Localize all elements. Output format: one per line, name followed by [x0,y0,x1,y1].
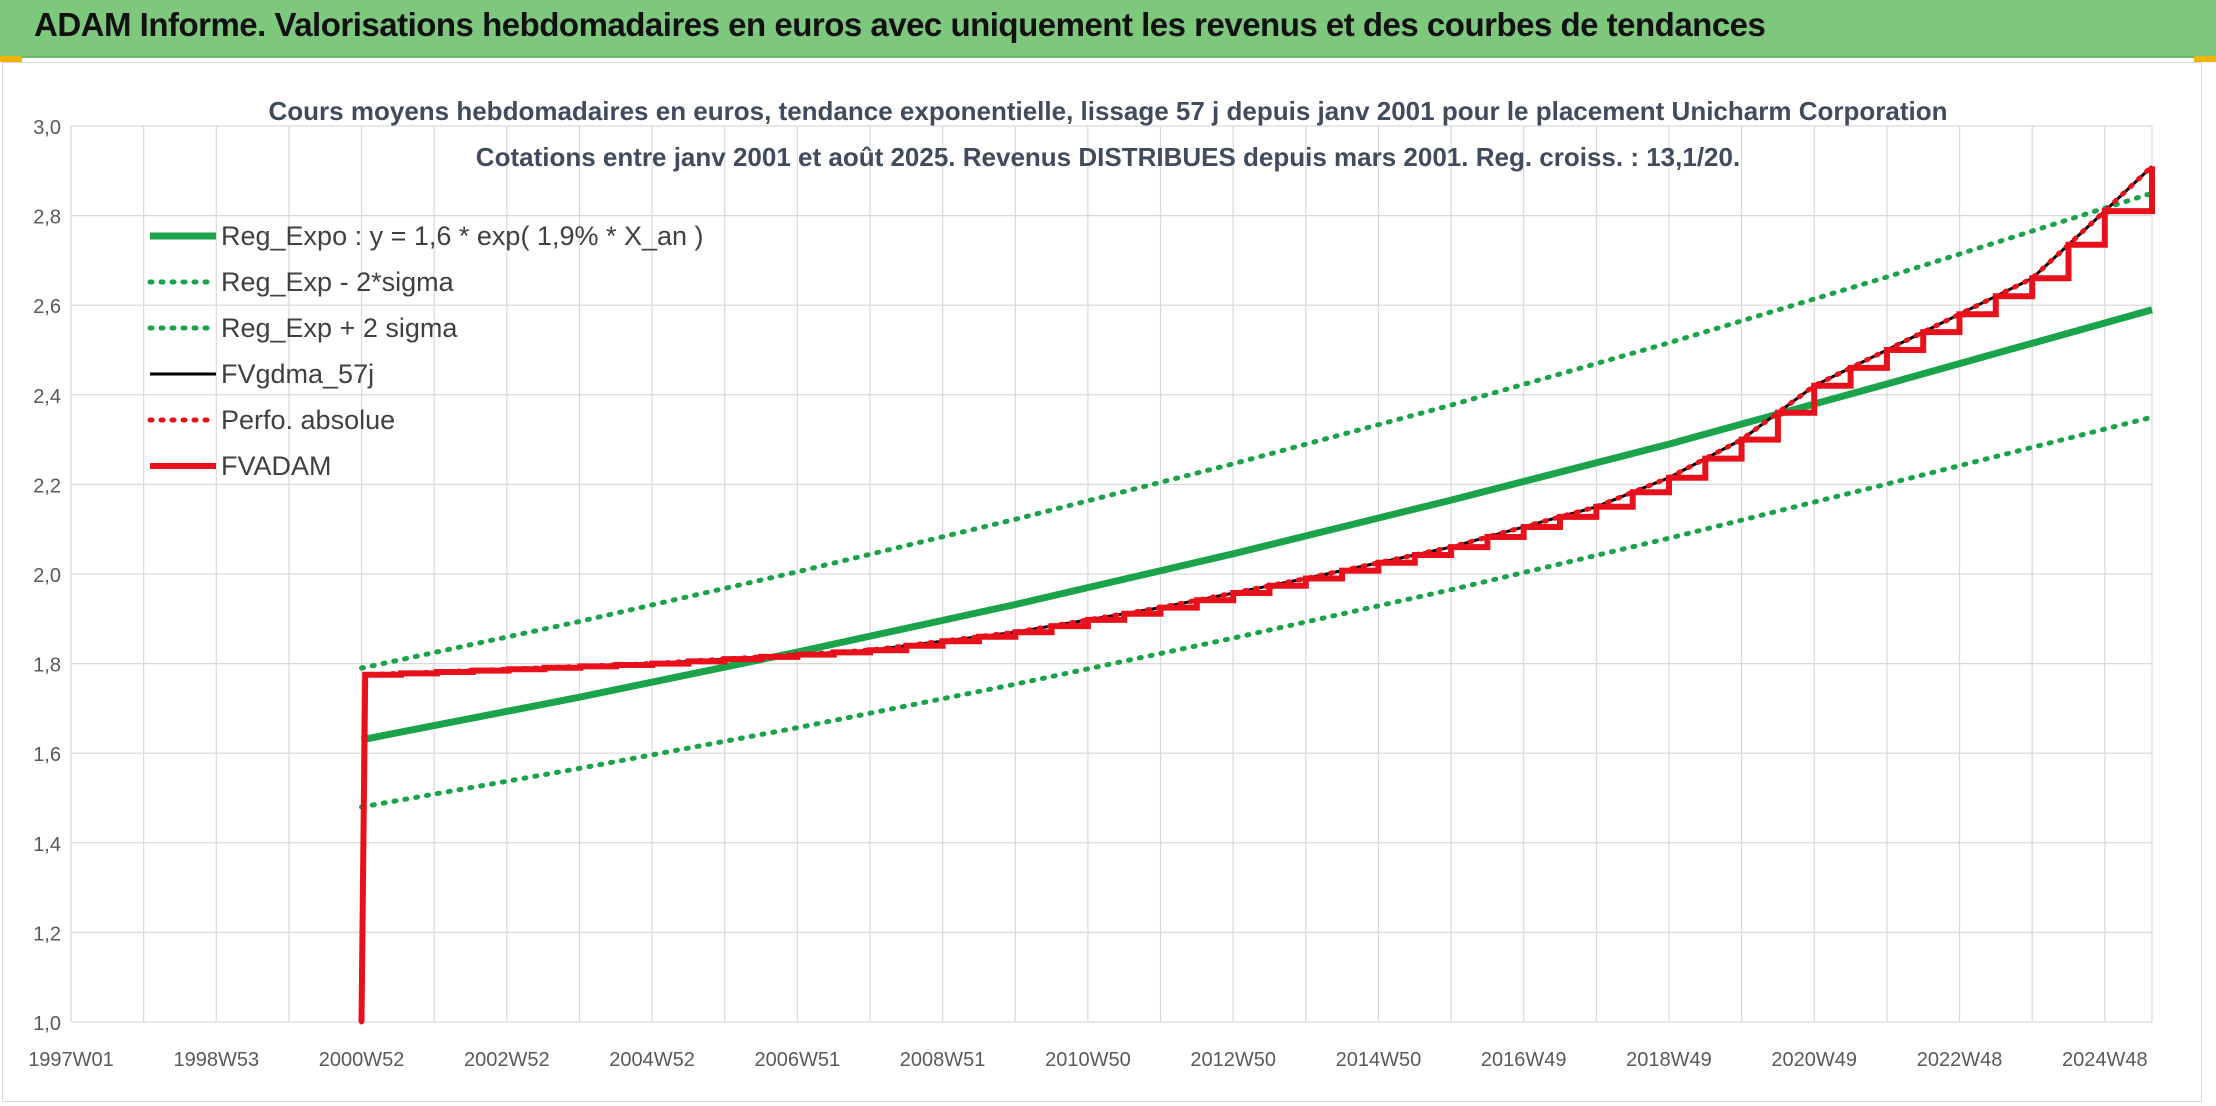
series-line [360,306,2153,744]
legend-label: Reg_Expo : y = 1,6 * exp( 1,9% * X_an ) [221,221,704,251]
chart-title: Cours moyens hebdomadaires en euros, ten… [269,96,1948,126]
y-tick-label: 1,0 [33,1013,61,1035]
y-tick-label: 3,0 [33,117,61,139]
x-tick-label: 2024W48 [2062,1049,2148,1071]
x-tick-label: 2018W49 [1626,1049,1712,1071]
chart-subtitle: Cotations entre janv 2001 et août 2025. … [476,142,1740,172]
legend-label: Reg_Exp + 2 sigma [221,313,458,343]
x-tick-label: 2012W50 [1190,1049,1276,1071]
y-tick-label: 2,0 [33,565,61,587]
x-tick-label: 2022W48 [1917,1049,2003,1071]
y-axis-ticks: 1,0 1,2 1,4 1,6 1,8 2,0 2,2 2,4 2,6 2,8 3,0 [33,117,61,1035]
x-tick-label: 2014W50 [1336,1049,1422,1071]
legend-label: FVADAM [221,451,332,481]
legend-label: Perfo. absolue [221,405,395,435]
x-tick-label: 2020W49 [1771,1049,1857,1071]
y-tick-label: 1,4 [33,834,61,856]
x-tick-label: 2000W52 [319,1049,405,1071]
x-tick-label: 1997W01 [28,1049,114,1071]
x-tick-label: 2006W51 [755,1049,841,1071]
corner-mark-left [0,56,22,62]
y-tick-label: 2,6 [33,296,61,318]
legend-label: FVgdma_57j [221,359,374,389]
chart-legend: Reg_Expo : y = 1,6 * exp( 1,9% * X_an ) R… [147,221,704,481]
series-line [359,414,2155,810]
corner-mark-right [2194,56,2216,62]
y-tick-label: 1,8 [33,655,61,677]
x-tick-label: 2002W52 [464,1049,550,1071]
report-banner: ADAM Informe. Valorisations hebdomadaire… [0,0,2216,58]
chart-series [358,163,2155,1025]
y-tick-label: 2,2 [33,475,61,497]
legend-label: Reg_Exp - 2*sigma [221,267,455,297]
x-tick-label: 2016W49 [1481,1049,1567,1071]
chart-grid [70,125,2153,1023]
y-tick-label: 1,6 [33,744,61,766]
series-line [358,166,2155,1023]
series-line [359,163,2155,1025]
x-tick-label: 1998W53 [173,1049,259,1071]
x-tick-label: 2004W52 [609,1049,695,1071]
y-tick-label: 2,4 [33,386,61,408]
x-tick-label: 2010W50 [1045,1049,1131,1071]
x-axis-ticks: 1997W01 1998W53 2000W52 2002W52 2004W52 2006W… [28,1049,2147,1071]
series-line [359,190,2155,671]
y-tick-label: 1,2 [33,923,61,945]
y-tick-label: 2,8 [33,207,61,229]
x-tick-label: 2008W51 [900,1049,986,1071]
report-title: ADAM Informe. Valorisations hebdomadaire… [34,6,1766,43]
